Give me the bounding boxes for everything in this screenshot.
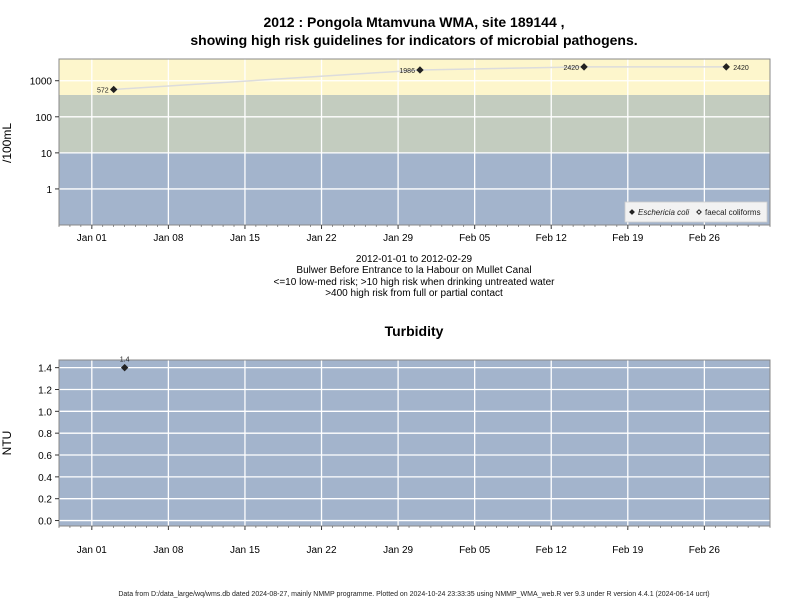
turbidity-panel: 0.0 0.2 0.4 0.6 0.8 1.0 1.2 1.4 Jan 01 Jan 08 Jan … [0, 357, 771, 556]
x-tick-label-5: Feb 05 [459, 233, 491, 244]
data-point-0-0 [120, 363, 129, 372]
x-tick-label-1: Jan 08 [153, 233, 183, 244]
drinking-risk-text: <=10 low-med risk; >10 high risk when dr… [274, 277, 556, 288]
contact-risk-text: >400 high risk from full or partial cont… [325, 288, 503, 299]
data-label-0-3: 2420 [733, 65, 749, 72]
y-tick-label-3: 0.6 [38, 451, 52, 462]
x-tick-label-3: Jan 22 [307, 233, 337, 244]
turbidity-title: Turbidity [385, 323, 444, 339]
y-tick-label-6: 1.2 [38, 385, 52, 396]
y-tick-label-2: 0.4 [38, 473, 52, 484]
data-point-0-1 [416, 66, 424, 74]
chart-title-line1: 2012 : Pongola Mtamvuna WMA, site 189144… [263, 14, 564, 30]
chart-title-line2: showing high risk guidelines for indicat… [190, 32, 637, 48]
site-description-text: Bulwer Before Entrance to la Habour on M… [296, 265, 531, 276]
y-tick-label-0: 1 [46, 185, 52, 196]
data-label-0-2: 2420 [563, 65, 579, 72]
data-point-0-0 [109, 85, 118, 94]
legend-label-0: Eschericia coli [638, 208, 689, 217]
x-tick-label-6: Feb 12 [536, 545, 568, 556]
y-tick-label-0: 0.0 [38, 517, 52, 528]
legend-label-1: faecal coliforms [705, 208, 761, 217]
y-tick-label-5: 1.0 [38, 407, 52, 418]
data-point-0-3 [722, 63, 730, 71]
x-tick-label-4: Jan 29 [383, 545, 413, 556]
microbial-panel: 1 10 100 1000 Jan 01 Jan 08 Jan 15 Jan 22 Jan 29… [0, 58, 771, 244]
data-label-0-0: 1.4 [120, 357, 130, 364]
x-tick-label-8: Feb 26 [689, 545, 721, 556]
legend-box [624, 201, 768, 223]
x-tick-label-5: Feb 05 [459, 545, 491, 556]
legend-marker-1 [696, 209, 702, 215]
plot-background [59, 360, 770, 526]
x-tick-label-7: Feb 19 [612, 233, 644, 244]
x-tick-label-2: Jan 15 [230, 233, 260, 244]
date-range-text: 2012-01-01 to 2012-02-29 [356, 254, 473, 265]
data-label-0-0: 572 [97, 87, 109, 94]
y-tick-label-1: 0.2 [38, 495, 52, 506]
y-axis-label: NTU [0, 431, 14, 456]
x-tick-label-8: Feb 26 [689, 233, 721, 244]
y-tick-label-3: 1000 [30, 77, 53, 88]
y-tick-label-2: 100 [35, 113, 52, 124]
data-point-0-2 [580, 63, 588, 71]
x-tick-label-4: Jan 29 [383, 233, 413, 244]
x-tick-label-1: Jan 08 [153, 545, 183, 556]
y-axis-label: /100mL [0, 123, 14, 163]
plot-frame [58, 58, 771, 226]
x-tick-label-3: Jan 22 [307, 545, 337, 556]
x-tick-label-0: Jan 01 [77, 233, 107, 244]
x-tick-label-0: Jan 01 [77, 545, 107, 556]
x-tick-label-2: Jan 15 [230, 545, 260, 556]
plot-frame [58, 359, 771, 527]
legend-marker-0 [629, 209, 635, 215]
risk-band-0 [59, 59, 770, 96]
y-tick-label-4: 0.8 [38, 429, 52, 440]
x-tick-label-6: Feb 12 [536, 233, 568, 244]
footer-note: Data from D:/data_large/wq/wms.db dated … [118, 591, 709, 598]
data-label-0-1: 1986 [399, 68, 415, 75]
x-tick-label-7: Feb 19 [612, 545, 644, 556]
y-tick-label-1: 10 [41, 149, 53, 160]
series-line-0 [113, 66, 727, 91]
y-tick-label-7: 1.4 [38, 364, 52, 375]
risk-band-1 [59, 95, 770, 153]
